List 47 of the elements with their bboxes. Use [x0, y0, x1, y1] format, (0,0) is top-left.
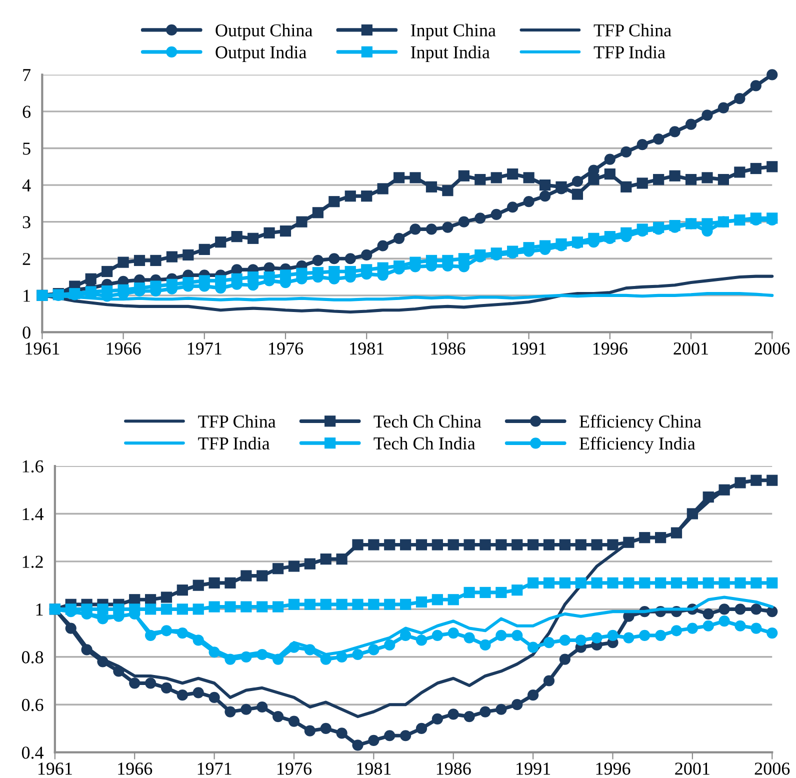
legend-label: Tech Ch India: [374, 436, 476, 450]
legend-label: Input India: [410, 46, 490, 62]
y-tick-label: 2: [22, 252, 30, 265]
y-tick-label: 1.6: [22, 460, 44, 473]
x-tick-label: 1986: [431, 342, 466, 355]
y-tick-label: 3: [22, 216, 30, 228]
x-tick-label: 1976: [278, 762, 312, 775]
legend-label: Efficiency India: [579, 436, 696, 454]
legend-label: TFP India: [198, 436, 270, 450]
y-tick-label: 0: [22, 326, 30, 339]
y-tick-label: 1: [36, 604, 43, 616]
y-tick-label: 6: [22, 106, 31, 118]
legend-label: TFP China: [594, 24, 672, 36]
y-tick-label: 7: [23, 69, 31, 81]
x-tick-label: 2001: [675, 762, 710, 775]
x-tick-label: 2001: [674, 342, 708, 355]
legend-label: TFP China: [198, 414, 276, 428]
x-tick-label: 1961: [26, 342, 60, 355]
legend-label: Tech Ch China: [374, 414, 482, 428]
x-tick-label: 2006: [754, 762, 790, 775]
x-tick-label: 2006: [754, 342, 790, 355]
y-tick-label: 0.6: [22, 698, 44, 712]
x-tick-label: 1966: [118, 762, 152, 775]
x-tick-label: 1991: [512, 342, 546, 355]
x-tick-label: 1981: [357, 762, 391, 775]
x-tick-label: 1976: [269, 342, 304, 355]
x-tick-label: 1986: [436, 762, 471, 775]
x-tick-label: 1971: [198, 762, 232, 775]
y-tick-label: 0.4: [22, 746, 44, 759]
x-tick-label: 1996: [596, 762, 630, 775]
x-tick-label: 1971: [188, 342, 222, 355]
legend-label: Output China: [216, 24, 312, 40]
y-tick-label: 0.8: [22, 651, 44, 664]
y-tick-label: 4: [22, 179, 31, 192]
x-tick-label: 1981: [350, 342, 384, 355]
x-tick-label: 1996: [593, 342, 628, 355]
legend-label: Output India: [216, 46, 306, 62]
x-tick-label: 1966: [106, 342, 141, 355]
y-tick-label: 1.2: [22, 556, 43, 568]
x-tick-label: 1991: [516, 762, 550, 775]
y-tick-label: 1.4: [22, 508, 44, 520]
y-tick-label: 1: [24, 290, 30, 302]
legend-label: Input China: [410, 24, 496, 40]
legend-label: Efficiency China: [579, 414, 702, 432]
x-tick-label: 1961: [38, 762, 72, 775]
y-tick-label: 5: [23, 142, 30, 155]
legend-label: TFP India: [594, 46, 666, 58]
